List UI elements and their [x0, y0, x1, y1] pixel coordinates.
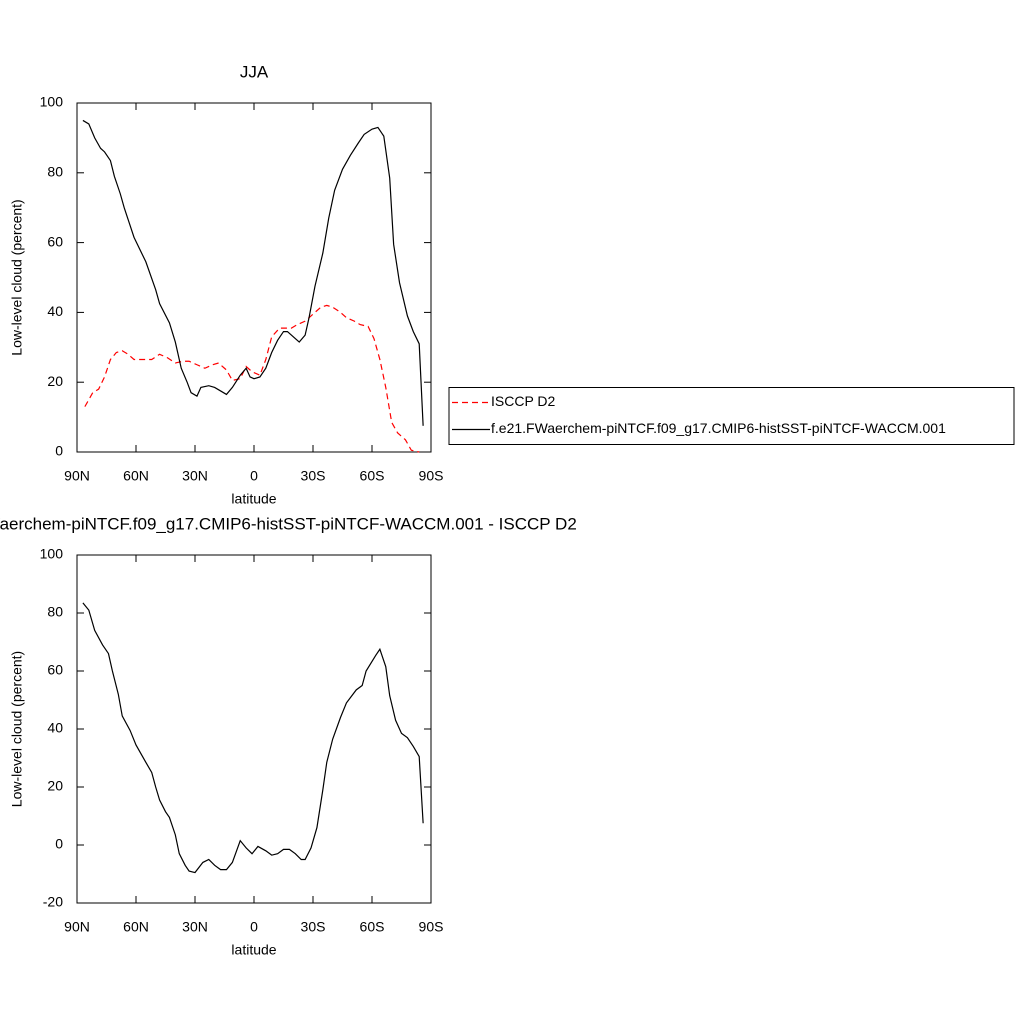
- x-axis-label: latitude: [231, 942, 276, 958]
- x-tick-label: 30S: [301, 919, 326, 935]
- y-tick-label: -20: [43, 894, 63, 910]
- legend-label: ISCCP D2: [491, 393, 556, 409]
- data-line: [82, 119, 424, 426]
- y-tick-label: 20: [47, 373, 63, 389]
- y-tick-label: 80: [47, 164, 63, 180]
- y-axis-label: Low-level cloud (percent): [9, 199, 25, 355]
- plot-frame: [76, 102, 432, 453]
- y-tick-label: 60: [47, 662, 63, 678]
- legend: ISCCP D2 f.e21.FWaerchem-piNTCF.f09_g17.C…: [448, 387, 1015, 445]
- data-line: [82, 602, 424, 874]
- x-tick-label: 0: [250, 919, 258, 935]
- x-tick-label: 90N: [64, 919, 90, 935]
- x-tick-label: 90S: [419, 919, 444, 935]
- y-tick-label: 80: [47, 604, 63, 620]
- legend-label: f.e21.FWaerchem-piNTCF.f09_g17.CMIP6-his…: [491, 420, 946, 436]
- y-tick-label: 100: [40, 546, 64, 562]
- y-tick-label: 20: [47, 778, 63, 794]
- x-tick-label: 30N: [182, 468, 208, 484]
- x-tick-label: 60N: [123, 468, 149, 484]
- y-axis-label: Low-level cloud (percent): [9, 651, 25, 807]
- x-tick-label: 0: [250, 468, 258, 484]
- y-tick-label: 40: [47, 720, 63, 736]
- x-tick-label: 30S: [301, 468, 326, 484]
- y-tick-label: 0: [55, 443, 63, 459]
- y-tick-label: 0: [55, 836, 63, 852]
- chart-title: f.e21.FWaerchem-piNTCF.f09_g17.CMIP6-his…: [0, 514, 577, 533]
- y-tick-label: 40: [47, 303, 63, 319]
- legend-box: [448, 387, 1015, 445]
- x-axis-label: latitude: [231, 491, 276, 507]
- x-tick-label: 90S: [419, 468, 444, 484]
- x-tick-label: 60S: [360, 468, 385, 484]
- data-line: [84, 304, 420, 453]
- y-tick-label: 100: [40, 94, 64, 110]
- y-tick-label: 60: [47, 233, 63, 249]
- chart-title: JJA: [240, 62, 269, 81]
- x-tick-label: 60N: [123, 919, 149, 935]
- x-tick-label: 30N: [182, 919, 208, 935]
- x-tick-label: 60S: [360, 919, 385, 935]
- x-tick-label: 90N: [64, 468, 90, 484]
